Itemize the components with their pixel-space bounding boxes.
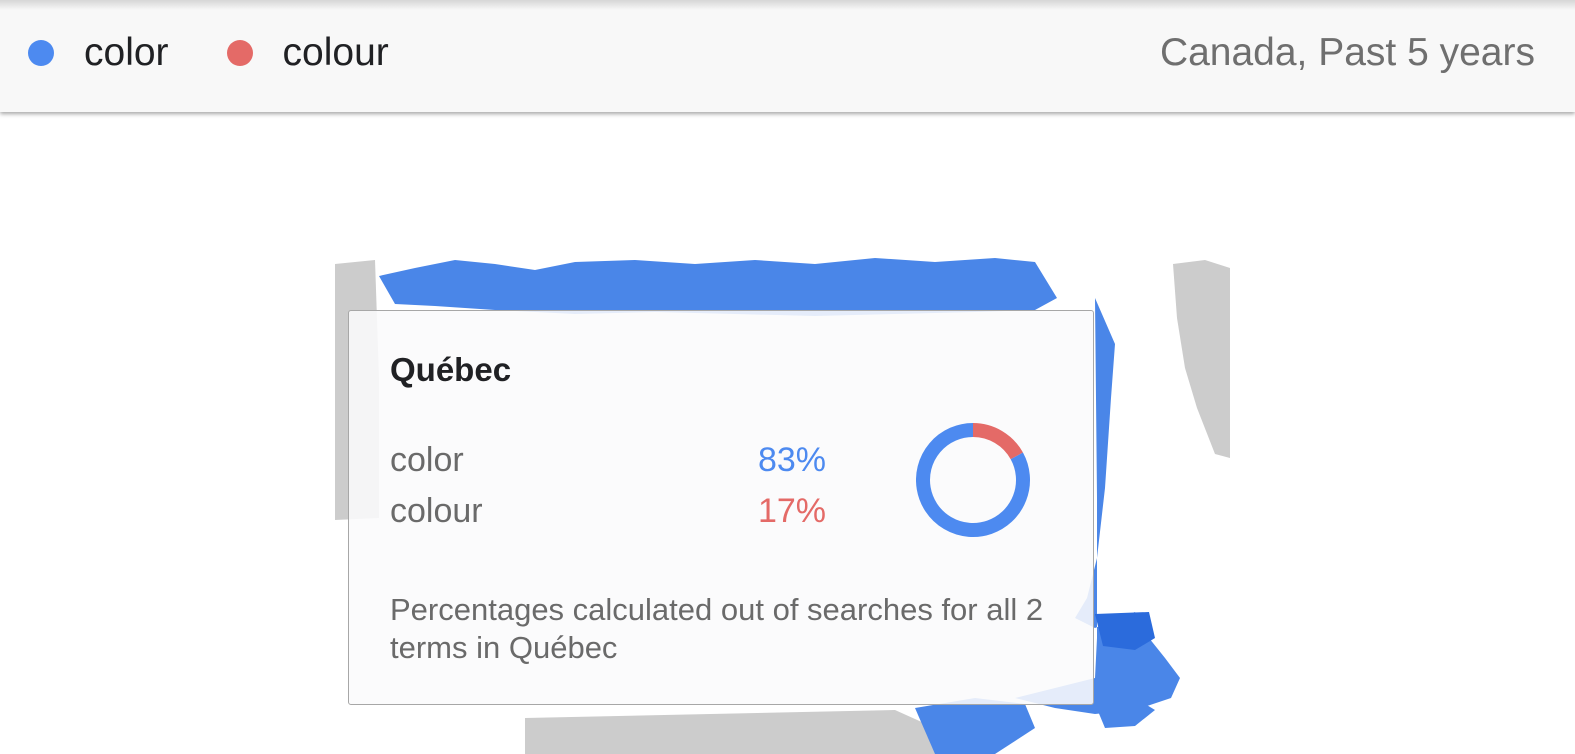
map-region-ontario-south[interactable] xyxy=(915,698,1035,754)
map-region-greenland xyxy=(1173,260,1230,458)
region-tooltip: Québec color 83% colour 17% Percentages … xyxy=(348,310,1094,705)
header-bar: color colour Canada, Past 5 years xyxy=(0,0,1575,112)
legend-label: colour xyxy=(282,31,389,74)
legend-item-color[interactable]: color xyxy=(28,30,169,76)
tooltip-region-title: Québec xyxy=(390,351,512,388)
map-region-usa xyxy=(525,710,945,754)
map-region-atlantic[interactable] xyxy=(1095,612,1155,650)
region-time-scope: Canada, Past 5 years xyxy=(1159,31,1535,74)
tooltip-value: 83% xyxy=(757,441,826,479)
donut-slice-color xyxy=(916,423,1030,537)
tooltip-term: color xyxy=(390,441,464,479)
color-dot-icon xyxy=(28,40,54,66)
legend: color colour xyxy=(28,30,447,76)
tooltip-note: Percentages calculated out of searches f… xyxy=(390,592,1044,665)
legend-label: color xyxy=(84,31,169,74)
color-dot-icon xyxy=(226,40,253,66)
map-region-nova-scotia[interactable] xyxy=(1095,698,1155,728)
tooltip-row-color: color 83% xyxy=(390,441,830,481)
legend-item-colour[interactable]: colour xyxy=(226,30,389,76)
tooltip-row-colour: colour 17% xyxy=(390,492,830,532)
map-region-nunavut[interactable] xyxy=(379,258,1057,316)
tooltip-term: colour xyxy=(390,492,483,530)
map-region-quebec[interactable] xyxy=(1015,298,1180,714)
tooltip-value: 17% xyxy=(757,492,826,530)
share-donut-chart xyxy=(916,423,1030,537)
canada-map[interactable] xyxy=(335,258,1230,754)
donut-slice-colour xyxy=(972,423,1023,460)
